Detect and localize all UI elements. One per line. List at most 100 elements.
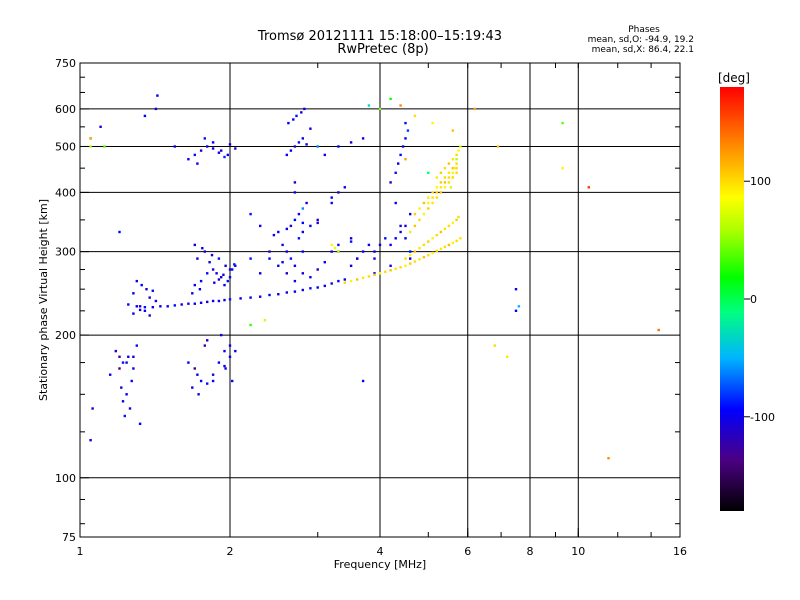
- data-point: [517, 305, 521, 308]
- data-point: [300, 111, 303, 114]
- data-point: [447, 176, 451, 179]
- data-point: [224, 367, 227, 370]
- data-point: [268, 250, 271, 253]
- data-point: [657, 328, 660, 332]
- data-point: [373, 273, 376, 276]
- data-point: [451, 221, 454, 225]
- data-point: [447, 243, 451, 247]
- colorbar: [720, 87, 744, 511]
- data-point: [561, 167, 564, 170]
- data-point: [231, 379, 234, 383]
- data-point: [337, 243, 340, 247]
- data-point: [89, 439, 92, 442]
- data-point: [277, 264, 280, 267]
- data-point: [285, 153, 288, 157]
- data-point: [431, 237, 434, 240]
- data-point: [223, 298, 226, 302]
- y-tick-label: 750: [55, 57, 76, 70]
- data-point: [128, 407, 132, 410]
- data-point: [210, 253, 214, 257]
- data-point: [443, 186, 447, 189]
- data-point: [323, 153, 326, 157]
- data-point: [301, 207, 304, 210]
- colorbar-tick-label: -100: [750, 411, 775, 424]
- data-point: [453, 167, 456, 170]
- data-point: [118, 230, 121, 234]
- data-point: [89, 137, 92, 140]
- data-point: [443, 167, 447, 170]
- data-point: [215, 272, 218, 275]
- data-point: [367, 275, 371, 278]
- x-tick-label: 1: [77, 545, 84, 558]
- data-point: [228, 143, 232, 146]
- data-point: [193, 153, 196, 157]
- data-point: [443, 227, 447, 231]
- data-point: [109, 373, 112, 376]
- data-point: [301, 221, 304, 225]
- data-point: [281, 261, 284, 264]
- data-point: [373, 272, 376, 275]
- data-point: [191, 386, 194, 389]
- data-point: [118, 355, 121, 358]
- data-point: [323, 261, 326, 264]
- data-point: [439, 171, 443, 174]
- data-point: [211, 379, 215, 383]
- data-point: [285, 272, 288, 275]
- data-point: [330, 250, 333, 253]
- data-point: [422, 212, 426, 216]
- data-point: [409, 250, 412, 253]
- data-point: [316, 218, 319, 222]
- data-point: [493, 344, 496, 347]
- data-point: [373, 257, 376, 260]
- data-point: [337, 250, 340, 253]
- data-point: [422, 256, 426, 259]
- y-tick-label: 500: [55, 140, 76, 153]
- data-point: [413, 260, 417, 263]
- data-point: [223, 349, 226, 353]
- data-point: [401, 145, 405, 148]
- data-point: [389, 269, 392, 272]
- data-point: [389, 264, 392, 267]
- y-tick-label: 200: [55, 329, 76, 342]
- phases-heading: Phases: [628, 25, 660, 35]
- data-point: [203, 137, 206, 140]
- data-point: [422, 201, 426, 205]
- data-point: [404, 257, 407, 260]
- data-point: [297, 141, 301, 144]
- data-point: [203, 250, 206, 253]
- data-point: [154, 107, 158, 111]
- data-point: [166, 305, 169, 308]
- data-point: [356, 257, 359, 260]
- data-point: [431, 196, 434, 199]
- data-point: [455, 153, 458, 157]
- data-point: [132, 312, 135, 315]
- data-point: [409, 212, 412, 216]
- data-point: [399, 104, 402, 107]
- data-point: [228, 268, 232, 271]
- data-point: [206, 145, 209, 148]
- data-point: [349, 264, 353, 267]
- data-point: [281, 243, 284, 247]
- data-point: [223, 155, 226, 159]
- data-point: [316, 268, 319, 271]
- data-point: [130, 379, 133, 383]
- data-point: [399, 230, 402, 234]
- data-point: [191, 292, 194, 295]
- y-tick-label: 300: [55, 246, 76, 259]
- data-point: [259, 224, 262, 228]
- data-point: [349, 240, 353, 243]
- data-point: [427, 196, 430, 199]
- data-point: [234, 147, 237, 150]
- data-point: [343, 186, 346, 189]
- data-point: [217, 151, 221, 154]
- data-point: [301, 288, 304, 292]
- data-point: [451, 129, 454, 132]
- data-point: [378, 243, 382, 247]
- data-point: [607, 457, 610, 460]
- data-point: [223, 283, 226, 287]
- data-point: [91, 407, 94, 410]
- data-point: [455, 162, 458, 165]
- data-point: [457, 149, 460, 152]
- data-point: [89, 145, 92, 148]
- data-point: [206, 272, 209, 275]
